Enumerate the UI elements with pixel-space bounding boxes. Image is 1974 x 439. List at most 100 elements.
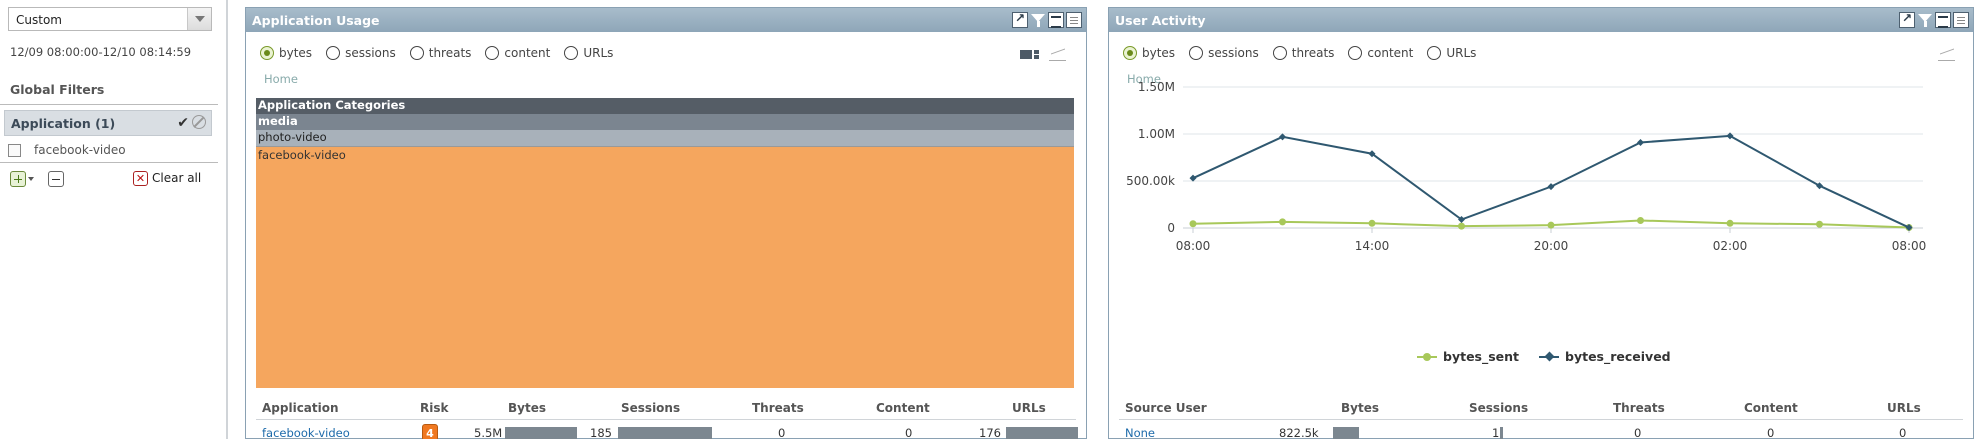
radio-icon[interactable] [409, 46, 424, 60]
add-filter-icon[interactable] [10, 171, 26, 187]
column-header[interactable]: Bytes [508, 401, 546, 415]
column-header[interactable]: Bytes [1341, 401, 1379, 415]
column-header[interactable]: Source User [1125, 401, 1207, 415]
document-icon[interactable] [1953, 12, 1969, 28]
expand-icon[interactable] [1899, 11, 1915, 28]
data-point [1637, 216, 1644, 224]
data-point [1726, 132, 1734, 140]
column-header[interactable]: URLs [1012, 401, 1046, 415]
data-point [1547, 183, 1555, 191]
column-header[interactable]: Sessions [621, 401, 681, 415]
series-line-bytes_received [1192, 134, 1910, 229]
y-tick-label: 0 [1167, 221, 1175, 235]
radio-icon[interactable] [326, 46, 341, 60]
radio-content[interactable]: content [485, 46, 550, 60]
treemap-level-header[interactable]: photo-video [256, 130, 1074, 146]
metric-radio-group: bytes sessions threats content URLs [1123, 46, 1476, 60]
clear-all-label: Clear all [152, 171, 202, 185]
treemap-level-header[interactable]: media [256, 114, 1074, 130]
application-link[interactable]: facebook-video [262, 426, 350, 439]
filter-item-checkbox[interactable] [8, 144, 21, 157]
metric-radio-group: bytes sessions threats content URLs [260, 46, 613, 60]
column-header[interactable]: Content [1744, 401, 1798, 415]
sessions-bar [618, 427, 712, 439]
radio-threats[interactable]: threats [1272, 46, 1334, 60]
radio-icon[interactable] [564, 46, 579, 60]
table-row[interactable]: facebook-video 4 5.5M 185 0 0 176 [256, 422, 1078, 439]
sidebar-splitter[interactable] [226, 0, 228, 439]
y-tick-label: 1.50M [1138, 80, 1175, 94]
content-value: 0 [905, 426, 913, 439]
data-point [1905, 224, 1913, 232]
panel-header: Application Usage [246, 8, 1086, 32]
radio-icon[interactable] [485, 46, 500, 60]
caret-down-icon[interactable] [28, 177, 34, 181]
legend-marker [1539, 352, 1559, 362]
radio-selected-icon[interactable] [260, 46, 274, 60]
treemap: Application Categories media photo-video… [256, 98, 1074, 388]
negate-filter-icon[interactable] [192, 115, 206, 129]
radio-selected-icon[interactable] [1123, 46, 1137, 60]
filter-group-application[interactable]: Application (1) ✔ [4, 110, 212, 136]
radio-label: bytes [279, 46, 313, 60]
table-header: Source User Bytes Sessions Threats Conte… [1119, 396, 1963, 420]
radio-content[interactable]: content [1348, 46, 1413, 60]
treemap-level-header[interactable]: Application Categories [256, 98, 1074, 114]
filter-icon[interactable] [1030, 12, 1046, 28]
radio-icon[interactable] [1427, 46, 1442, 60]
table-icon[interactable] [1048, 12, 1064, 28]
filter-item-label: facebook-video [34, 143, 126, 157]
column-header[interactable]: Threats [752, 401, 804, 415]
sessions-value: 1 [1492, 426, 1500, 439]
x-tick-label: 08:00 [1892, 239, 1927, 253]
urls-value: 176 [979, 426, 1001, 439]
radio-bytes[interactable]: bytes [260, 46, 312, 60]
breadcrumb[interactable]: Home [264, 72, 298, 86]
radio-sessions[interactable]: sessions [1189, 46, 1259, 60]
treemap-leaf[interactable]: facebook-video [256, 146, 1074, 388]
chevron-down-icon[interactable] [187, 8, 211, 30]
data-point [1279, 218, 1286, 226]
remove-filter-icon[interactable] [48, 171, 64, 187]
treemap-view-icon[interactable] [1020, 48, 1040, 60]
view-toggle [1937, 48, 1957, 62]
panel-title: Application Usage [252, 13, 380, 28]
apply-filter-icon[interactable]: ✔ [177, 115, 189, 131]
radio-icon[interactable] [1272, 46, 1287, 60]
column-header[interactable]: Application [262, 401, 339, 415]
line-chart-view-icon[interactable] [1937, 48, 1957, 62]
user-table: Source User Bytes Sessions Threats Conte… [1119, 396, 1963, 439]
radio-sessions[interactable]: sessions [326, 46, 396, 60]
radio-urls[interactable]: URLs [564, 46, 613, 60]
expand-icon[interactable] [1012, 11, 1028, 28]
column-header[interactable]: Content [876, 401, 930, 415]
radio-icon[interactable] [1189, 46, 1204, 60]
filter-icon[interactable] [1917, 12, 1933, 28]
global-filters-title: Global Filters [10, 82, 105, 97]
breadcrumb[interactable]: Home [1127, 72, 1161, 86]
time-range-select[interactable]: Custom [8, 7, 212, 31]
line-chart-view-icon[interactable] [1048, 48, 1068, 62]
data-point [1189, 174, 1197, 182]
data-point [1368, 150, 1376, 158]
radio-urls[interactable]: URLs [1427, 46, 1476, 60]
data-point [1547, 221, 1555, 229]
table-icon[interactable] [1935, 12, 1951, 28]
column-header[interactable]: Risk [420, 401, 449, 415]
radio-threats[interactable]: threats [409, 46, 471, 60]
legend-item-bytes-received[interactable]: bytes_received [1539, 349, 1671, 364]
radio-icon[interactable] [1348, 46, 1363, 60]
legend-item-bytes-sent[interactable]: bytes_sent [1417, 349, 1519, 364]
content-value: 0 [1767, 426, 1775, 439]
column-header[interactable]: Sessions [1469, 401, 1529, 415]
bytes-value: 5.5M [474, 426, 503, 439]
data-point [1816, 220, 1823, 228]
column-header[interactable]: URLs [1887, 401, 1921, 415]
document-icon[interactable] [1066, 12, 1082, 28]
radio-bytes[interactable]: bytes [1123, 46, 1175, 60]
user-link[interactable]: None [1125, 426, 1156, 439]
column-header[interactable]: Threats [1613, 401, 1665, 415]
table-row[interactable]: None 822.5k 1 0 0 0 [1119, 422, 1963, 439]
application-usage-panel: Application Usage bytes sessions threats… [245, 7, 1087, 439]
data-point [1637, 138, 1644, 146]
